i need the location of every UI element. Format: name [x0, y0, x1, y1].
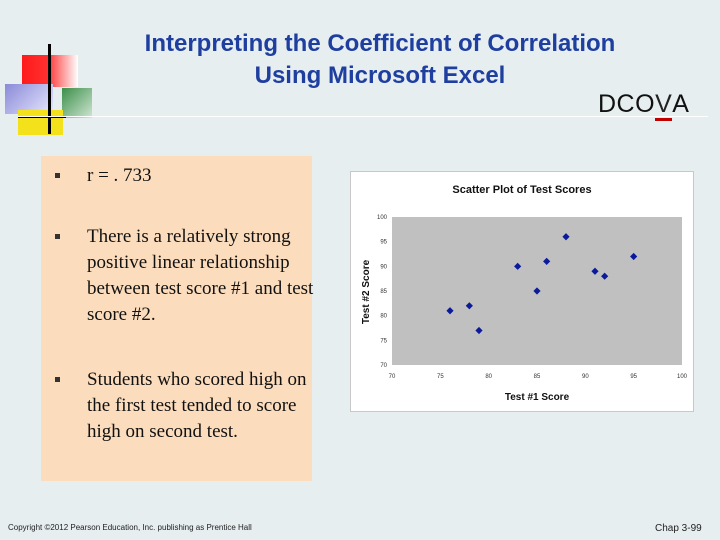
bullet-text: Students who scored high on the first te… — [87, 369, 307, 442]
data-point-marker — [475, 326, 483, 335]
x-tick-label: 85 — [534, 374, 541, 380]
data-point-marker — [533, 287, 541, 295]
y-tick-label: 85 — [380, 289, 387, 295]
x-tick-label: 80 — [485, 374, 492, 380]
title-divider — [18, 116, 708, 117]
y-axis-label: Test #2 Score — [361, 259, 372, 324]
data-point-marker — [630, 252, 638, 261]
y-tick-label: 70 — [380, 363, 387, 369]
title-line-1: Interpreting the Coefficient of Correlat… — [144, 30, 616, 57]
y-tick-label: 100 — [377, 215, 388, 221]
chart-title: Scatter Plot of Test Scores — [452, 184, 591, 196]
x-tick-label: 95 — [630, 374, 637, 380]
y-axis-ticks: 70 75 80 85 90 95 100 — [377, 215, 388, 369]
y-tick-label: 90 — [380, 264, 387, 270]
scatter-plot-svg: Scatter Plot of Test Scores 70 75 80 85 90 95… — [361, 184, 688, 403]
copyright-footer: Copyright ©2012 Pearson Education, Inc. … — [8, 523, 252, 532]
bullet-text: r = . 733 — [87, 165, 152, 186]
bullet-marker-icon — [55, 234, 60, 239]
brand-part-1: DCO — [598, 90, 656, 118]
data-point-marker — [562, 233, 570, 241]
bullet-panel: r = . 733 There is a relatively strong p… — [41, 156, 313, 481]
scatter-chart: Scatter Plot of Test Scores 70 75 80 85 90 95… — [350, 171, 694, 412]
x-axis-ticks: 70 75 80 85 90 95 100 — [389, 374, 688, 380]
dcova-brand: DCOVA — [598, 90, 689, 119]
y-tick-label: 95 — [380, 240, 387, 246]
bullet-text: There is a relatively strong positive li… — [87, 226, 314, 325]
bullet-marker-icon — [55, 377, 60, 382]
x-tick-label: 90 — [582, 374, 589, 380]
x-tick-label: 100 — [677, 374, 688, 380]
y-tick-label: 75 — [380, 338, 387, 344]
x-axis-label: Test #1 Score — [505, 392, 570, 403]
y-tick-label: 80 — [380, 314, 387, 320]
x-tick-label: 75 — [437, 374, 444, 380]
chapter-page-number: Chap 3-99 — [655, 523, 702, 534]
x-tick-label: 70 — [389, 374, 396, 380]
decorative-logo — [0, 0, 100, 135]
brand-part-3: A — [672, 90, 690, 118]
data-point-marker — [591, 267, 599, 275]
title-line-2: Using Microsoft Excel — [254, 62, 506, 89]
bullet-marker-icon — [55, 173, 60, 178]
brand-part-2: V — [655, 90, 673, 118]
slide-title: Interpreting the Coefficient of Correlat… — [80, 28, 680, 92]
data-point-marker — [446, 307, 454, 315]
